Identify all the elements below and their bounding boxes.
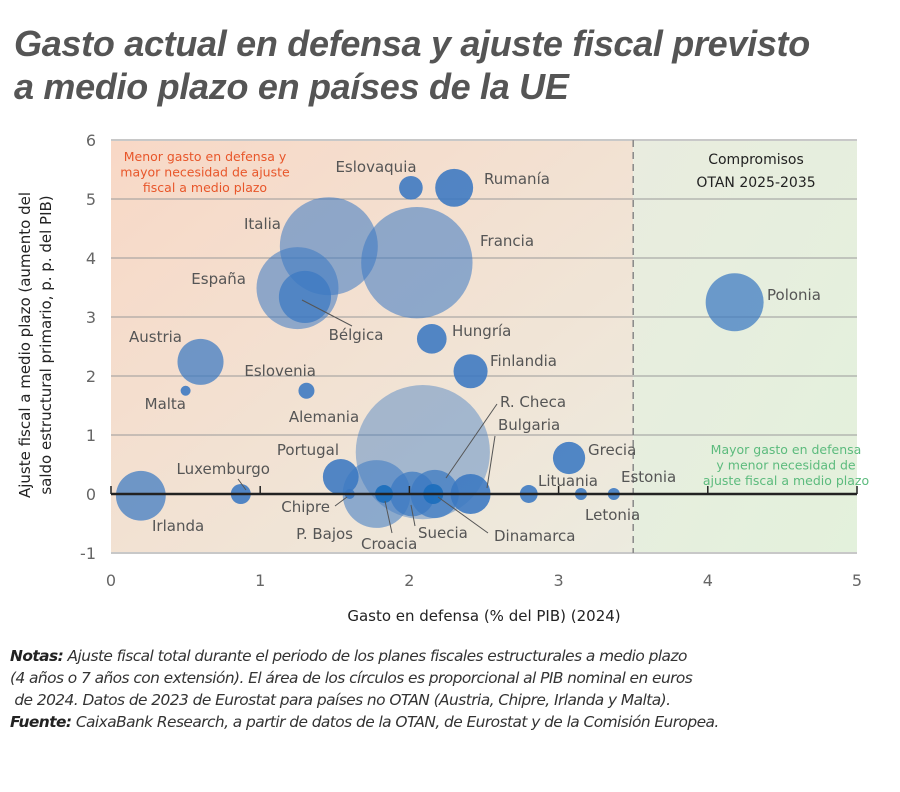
point-label: P. Bajos (296, 525, 353, 543)
point-label: España (191, 270, 246, 288)
annotation-top-left: Menor gasto en defensa y (124, 149, 287, 164)
reference-line-label: Compromisos (708, 152, 804, 168)
notes: Notas: Ajuste fiscal total durante el pe… (10, 645, 900, 733)
notes-line-1: Ajuste fiscal total durante el periodo d… (63, 647, 688, 665)
source-text: CaixaBank Research, a partir de datos de… (71, 713, 719, 731)
x-tick-label: 5 (852, 571, 862, 590)
point-label: Letonia (585, 506, 640, 524)
point-label: R. Checa (500, 393, 566, 411)
axes: -1 0 1 2 3 4 5 6 0 1 2 3 4 5 Gasto en defensa (% del P… (16, 131, 862, 625)
point-label: Hungría (452, 322, 511, 340)
point-label: Dinamarca (494, 527, 576, 545)
annotation-top-left: fiscal a medio plazo (143, 180, 267, 195)
leader-line (384, 500, 393, 534)
bubble-malta (180, 385, 191, 396)
title-line-2: a medio plazo en países de la UE (14, 66, 569, 107)
point-label: Eslovaquia (335, 158, 416, 176)
bubble-hungría (416, 323, 447, 354)
bubble-francia (361, 207, 473, 319)
annotation-bottom-right: ajuste fiscal a medio plazo (703, 473, 869, 488)
title-line-1: Gasto actual en defensa y ajuste fiscal … (14, 23, 810, 64)
point-label: Polonia (767, 286, 821, 304)
x-tick-label: 2 (404, 571, 414, 590)
background-right (633, 140, 857, 553)
leader-line (486, 435, 496, 489)
leader-line (437, 496, 489, 534)
point-label: Italia (244, 215, 281, 233)
bubbles (115, 168, 764, 528)
leader-line (237, 478, 247, 491)
y-tick-label: 4 (86, 249, 96, 268)
point-label: Eslovenia (244, 362, 316, 380)
annotation-top-left: mayor necesidad de ajuste (120, 165, 290, 180)
y-axis-title: Ajuste fiscal a medio plazo (aumento del (16, 192, 34, 498)
bubble-rumanía (435, 168, 474, 207)
leader-line (445, 403, 498, 479)
point-labels: Eslovaquia Rumanía Italia Francia España Bélg… (129, 158, 821, 553)
y-tick-label: 6 (86, 131, 96, 150)
chart-title: Gasto actual en defensa y ajuste fiscal … (14, 22, 810, 108)
point-label: Francia (480, 232, 534, 250)
notes-line-3: de 2024. Datos de 2023 de Eurostat para … (10, 691, 671, 709)
x-tick-label: 3 (554, 571, 564, 590)
point-label: Grecia (588, 441, 636, 459)
bubble-grecia (552, 441, 586, 475)
y-tick-label: 5 (86, 190, 96, 209)
x-axis-title: Gasto en defensa (% del PIB) (2024) (347, 607, 620, 625)
y-tick-label: 1 (86, 426, 96, 445)
point-label: Austria (129, 328, 182, 346)
x-tick-label: 1 (255, 571, 265, 590)
y-tick-label: 2 (86, 367, 96, 386)
x-tick-label: 4 (703, 571, 713, 590)
point-label: Irlanda (152, 517, 204, 535)
point-label: Croacia (361, 535, 417, 553)
y-tick-label: 3 (86, 308, 96, 327)
bubble-eslovenia (298, 382, 315, 399)
reference-line-label: OTAN 2025-2035 (696, 175, 815, 191)
annotation-bottom-right: y menor necesidad de (716, 458, 856, 473)
source-label: Fuente: (10, 713, 72, 731)
point-label: Alemania (289, 408, 359, 426)
y-tick-label: 0 (86, 485, 96, 504)
bubble-bélgica (278, 270, 332, 324)
y-tick-label: -1 (80, 544, 96, 563)
point-label: Bulgaria (498, 416, 560, 434)
y-axis-title: saldo estructural primario, p. p. del PI… (37, 195, 55, 494)
x-tick-label: 0 (106, 571, 116, 590)
bubble-polonia (705, 273, 764, 332)
leader-line (410, 504, 416, 527)
bubble-irlanda (115, 470, 166, 521)
point-label: Lituania (538, 472, 598, 490)
notes-line-2: (4 años o 7 años con extensión). El área… (10, 669, 693, 687)
point-label: Finlandia (490, 352, 557, 370)
point-label: Estonia (621, 468, 676, 486)
point-label: Luxemburgo (177, 460, 271, 478)
leader-line (301, 299, 353, 327)
point-label: Portugal (277, 441, 339, 459)
point-label: Rumanía (484, 170, 550, 188)
bubble-portugal (322, 459, 359, 495)
gridlines (111, 139, 857, 554)
point-label: Malta (145, 395, 186, 413)
leader-line (334, 496, 348, 507)
bubble-austria (177, 338, 224, 385)
bubble-eslovaquia (399, 175, 423, 200)
point-label: Bélgica (329, 326, 384, 344)
point-label: Suecia (418, 524, 468, 542)
bubble-finlandia (453, 354, 488, 389)
point-label: Chipre (281, 498, 330, 516)
annotation-bottom-right: Mayor gasto en defensa (711, 442, 862, 457)
notes-label: Notas: (10, 647, 64, 665)
bubble-chart: -1 0 1 2 3 4 5 6 0 1 2 3 4 5 Gasto en defensa (% del P… (16, 131, 869, 625)
